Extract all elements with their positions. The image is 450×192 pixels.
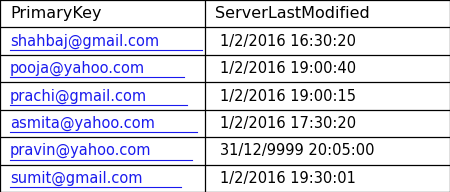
Text: prachi@gmail.com: prachi@gmail.com (10, 88, 147, 104)
Text: 1/2/2016 19:00:40: 1/2/2016 19:00:40 (220, 61, 356, 76)
Text: 1/2/2016 17:30:20: 1/2/2016 17:30:20 (220, 116, 356, 131)
Text: PrimaryKey: PrimaryKey (10, 6, 101, 21)
Text: sumit@gmail.com: sumit@gmail.com (10, 171, 142, 186)
Text: pravin@yahoo.com: pravin@yahoo.com (10, 143, 151, 158)
Text: shahbaj@gmail.com: shahbaj@gmail.com (10, 34, 159, 49)
Text: 1/2/2016 16:30:20: 1/2/2016 16:30:20 (220, 34, 356, 49)
Text: 1/2/2016 19:00:15: 1/2/2016 19:00:15 (220, 89, 356, 103)
Text: 31/12/9999 20:05:00: 31/12/9999 20:05:00 (220, 143, 374, 158)
Text: asmita@yahoo.com: asmita@yahoo.com (10, 116, 155, 131)
Text: pooja@yahoo.com: pooja@yahoo.com (10, 61, 145, 76)
Text: ServerLastModified: ServerLastModified (215, 6, 369, 21)
Text: 1/2/2016 19:30:01: 1/2/2016 19:30:01 (220, 171, 356, 186)
